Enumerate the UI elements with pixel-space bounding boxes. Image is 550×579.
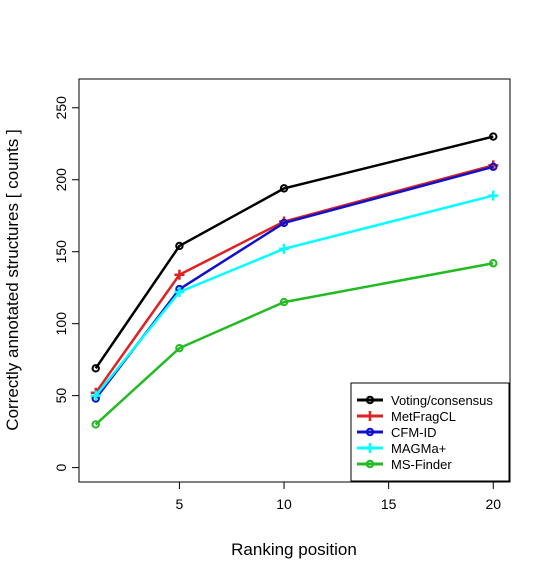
x-tick-label: 15 — [381, 496, 397, 512]
series-4 — [91, 259, 498, 429]
data-point — [489, 259, 498, 268]
data-point — [91, 420, 100, 429]
series-layer — [90, 132, 499, 429]
legend-entry: MAGMa+ — [357, 441, 446, 456]
data-point — [174, 269, 185, 280]
plot-frame — [78, 78, 511, 483]
data-point — [365, 443, 375, 453]
legend-entry: MetFragCL — [357, 409, 456, 424]
series-1 — [90, 160, 499, 398]
data-point — [489, 132, 498, 141]
data-point — [91, 364, 100, 373]
legend-label: MS-Finder — [391, 457, 452, 472]
data-point — [279, 297, 289, 307]
series-0 — [91, 132, 498, 373]
data-point — [174, 287, 185, 298]
series-line — [94, 135, 494, 370]
data-point — [365, 427, 375, 437]
legend-entry: CFM-ID — [357, 425, 437, 440]
data-point — [175, 343, 184, 353]
series-line — [94, 164, 494, 394]
legend-entry: Voting/consensus — [357, 393, 493, 408]
y-axis: 0 50 100 150 200 250 — [53, 96, 79, 472]
y-tick-label: 250 — [53, 96, 69, 120]
data-point — [279, 243, 290, 254]
y-tick-label: 100 — [53, 312, 69, 336]
data-point — [90, 390, 101, 401]
series-line — [94, 194, 494, 397]
legend-label: Voting/consensus — [391, 393, 493, 408]
legend: Voting/consensusMetFragCLCFM-IDMAGMa+MS-… — [350, 382, 510, 482]
data-point — [365, 459, 375, 469]
legend-label: MAGMa+ — [391, 441, 446, 456]
y-tick-label: 0 — [53, 464, 69, 472]
y-tick-label: 50 — [53, 388, 69, 404]
y-tick-label: 150 — [53, 240, 69, 264]
x-axis: 5 10 15 20 — [176, 482, 501, 512]
data-point — [489, 162, 498, 171]
series-line — [94, 261, 494, 426]
data-point — [365, 395, 375, 405]
y-tick-label: 200 — [53, 168, 69, 192]
data-point — [365, 411, 375, 421]
x-axis-title: Ranking position — [231, 540, 357, 559]
x-tick-label: 5 — [176, 496, 184, 512]
legend-entry: MS-Finder — [357, 457, 452, 472]
x-tick-label: 20 — [485, 496, 501, 512]
series-3 — [90, 190, 499, 401]
data-point — [279, 218, 289, 228]
data-point — [279, 184, 289, 193]
x-tick-label: 10 — [276, 496, 292, 512]
legend-label: CFM-ID — [391, 425, 437, 440]
data-point — [175, 241, 184, 251]
data-point — [488, 190, 499, 201]
legend-label: MetFragCL — [391, 409, 456, 424]
y-axis-title: Correctly annotated structures [ counts … — [3, 129, 22, 430]
